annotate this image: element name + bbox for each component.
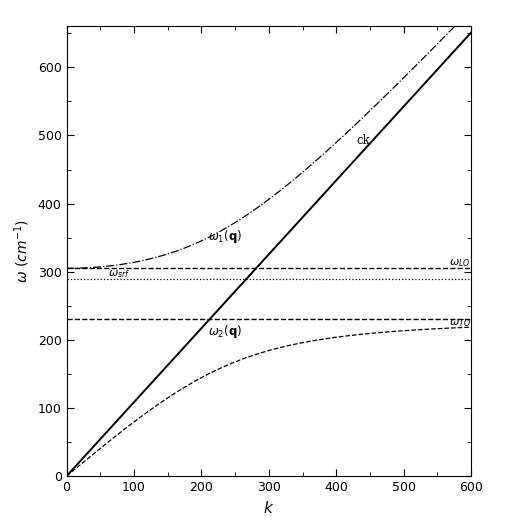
Y-axis label: $\omega$ $(cm^{-1})$: $\omega$ $(cm^{-1})$ — [12, 219, 32, 284]
Text: $\omega_{LO}$: $\omega_{LO}$ — [449, 258, 470, 269]
Text: $\omega_1(\mathbf{q})$: $\omega_1(\mathbf{q})$ — [208, 228, 242, 245]
Text: $\omega_{srf}$: $\omega_{srf}$ — [109, 268, 131, 280]
Text: $\omega_2(\mathbf{q})$: $\omega_2(\mathbf{q})$ — [208, 323, 242, 340]
Text: $\omega_{TO}$: $\omega_{TO}$ — [449, 317, 471, 330]
Text: ck: ck — [356, 134, 370, 148]
X-axis label: $k$: $k$ — [263, 499, 274, 516]
